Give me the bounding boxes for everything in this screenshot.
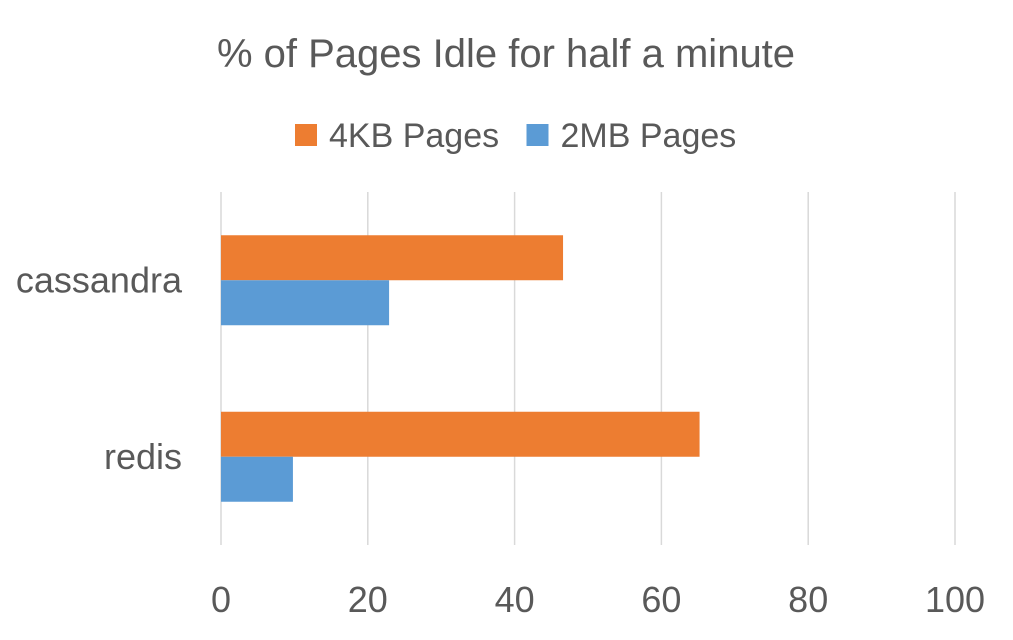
category-labels: cassandra redis (16, 259, 183, 477)
bar-cassandra-4kb-pages (221, 235, 564, 281)
category-label-cassandra: cassandra (16, 259, 183, 300)
x-tick-labels: 0 20 40 60 80 100 (211, 579, 985, 620)
legend-swatch-1 (526, 124, 549, 146)
x-tick-label: 0 (211, 579, 231, 620)
bars (221, 235, 700, 502)
legend-label-1: 2MB Pages (561, 117, 737, 155)
chart-title: % of Pages Idle for half a minute (217, 32, 795, 76)
legend-label-0: 4KB Pages (329, 117, 499, 155)
legend: 4KB Pages 2MB Pages (295, 117, 736, 155)
bar-redis-2mb-pages (221, 456, 293, 502)
category-label-redis: redis (104, 436, 182, 477)
bar-cassandra-2mb-pages (221, 280, 390, 326)
x-tick-label: 80 (788, 579, 828, 620)
x-tick-label: 40 (495, 579, 535, 620)
legend-swatch-0 (295, 124, 317, 146)
x-tick-label: 100 (925, 579, 985, 620)
bar-redis-4kb-pages (221, 411, 700, 457)
x-tick-label: 60 (641, 579, 681, 620)
x-tick-label: 20 (348, 579, 388, 620)
